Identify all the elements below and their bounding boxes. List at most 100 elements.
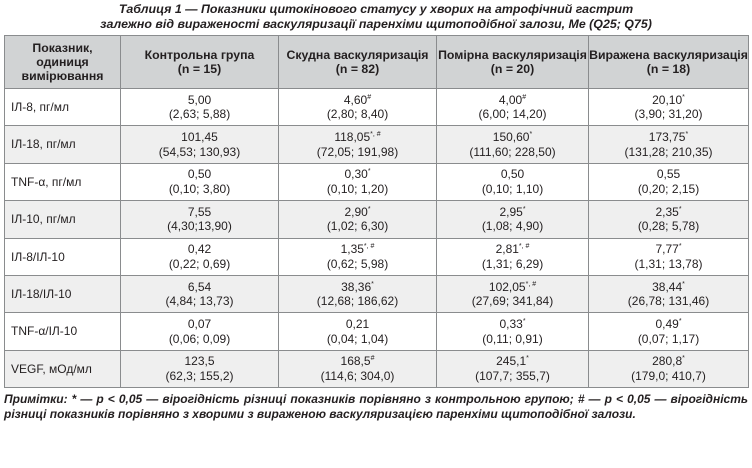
quartile-range: (0,11; 0,91): [482, 331, 543, 346]
value-cell: 0,50 (0,10; 1,10): [436, 162, 589, 202]
median-line: 245,1*: [437, 354, 588, 369]
value-cell: 4,60# (2,80; 8,40): [278, 87, 437, 127]
table-row: ІЛ-8/ІЛ-10 0,42 (0,22; 0,69) 1,35*, # (0,62;…: [4, 237, 749, 276]
table-row: VEGF, мОд/мл 123,5 (62,3; 155,2) 168,5# (114…: [4, 349, 749, 389]
quartile-range: (54,53; 130,93): [158, 144, 241, 159]
quartile-range: (0,07; 1,17): [637, 331, 700, 346]
header-label: Показник, одиниця вимірювання: [21, 41, 104, 83]
median-value: 0,50: [187, 167, 212, 182]
significance-mark: *, #: [525, 280, 537, 288]
median-line: 0,07: [121, 317, 278, 332]
value-cell: 4,00# (6,00; 14,20): [436, 87, 589, 127]
median-value: 0,30: [344, 167, 368, 182]
significance-mark: *: [371, 280, 374, 288]
table-row: ІЛ-8, пг/мл 5,00 (2,63; 5,88) 4,60# (2,80; 8…: [4, 87, 749, 127]
median-line: 0,50: [121, 167, 278, 182]
median-value: 7,55: [187, 204, 212, 219]
header-row: Показник, одиниця вимірювання Контрольна …: [4, 35, 749, 89]
median-line: 173,75*: [589, 130, 748, 145]
cytokine-table: Показник, одиниця вимірювання Контрольна …: [4, 35, 749, 389]
table-row: ІЛ-18/ІЛ-10 6,54 (4,84; 13,73) 38,36* (12,68…: [4, 274, 749, 314]
median-line: 168,5#: [279, 354, 436, 369]
median-line: 150,60*: [437, 130, 588, 145]
significance-mark: *: [682, 355, 685, 363]
median-value: 102,05: [488, 279, 526, 294]
median-value: 168,5: [340, 354, 371, 369]
value-cell: 118,05*, # (72,05; 191,98): [278, 125, 437, 164]
parameter-cell: TNF-α/ІЛ-10: [4, 312, 121, 351]
quartile-range: (2,80; 8,40): [326, 107, 389, 122]
header-cell: Виражена васкуляризація (n = 18): [588, 35, 749, 89]
significance-mark: *: [522, 205, 526, 213]
parameter-cell: ІЛ-8, пг/мл: [4, 87, 121, 127]
quartile-range: (111,60; 228,50): [469, 144, 556, 159]
value-cell: 6,54 (4,84; 13,73): [120, 274, 279, 314]
value-cell: 173,75* (131,28; 210,35): [588, 125, 749, 164]
median-value: 2,35: [655, 204, 679, 219]
median-value: 38,36: [341, 279, 372, 294]
quartile-range: (62,3; 155,2): [165, 368, 234, 383]
median-value: 0,21: [345, 317, 370, 332]
quartile-range: (0,10; 3,80): [168, 181, 231, 196]
significance-mark: *: [685, 131, 689, 139]
quartile-range: (26,78; 131,46): [627, 294, 710, 309]
significance-mark: *: [678, 243, 682, 251]
value-cell: 7,77* (1,31; 13,78): [588, 237, 749, 276]
median-line: 2,95*: [437, 205, 588, 220]
significance-mark: #: [370, 355, 375, 363]
median-line: 0,42: [121, 242, 278, 257]
median-line: 1,35*, #: [279, 242, 436, 257]
quartile-range: (131,28; 210,35): [624, 144, 713, 159]
value-cell: 0,33* (0,11; 0,91): [436, 312, 589, 351]
table-row: ІЛ-18, пг/мл 101,45 (54,53; 130,93) 118,05*…: [4, 125, 749, 164]
quartile-range: (0,10; 1,20): [326, 181, 389, 196]
quartile-range: (0,62; 5,98): [326, 256, 389, 271]
value-cell: 245,1* (107,7; 355,7): [436, 349, 589, 389]
median-value: 2,90: [344, 204, 368, 219]
median-line: 118,05*, #: [279, 130, 436, 145]
median-line: 20,10*: [589, 93, 748, 108]
median-value: 4,60: [343, 92, 368, 107]
header-label: Скудна васкуляризація: [286, 48, 429, 62]
median-value: 20,10: [652, 92, 683, 107]
parameter-cell: ІЛ-18/ІЛ-10: [4, 274, 121, 314]
quartile-range: (1,31; 6,29): [481, 256, 544, 271]
median-line: 2,90*: [279, 205, 436, 220]
median-value: 1,35: [340, 242, 364, 257]
quartile-range: (0,20; 2,15): [637, 181, 700, 196]
value-cell: 102,05*, # (27,69; 341,84): [436, 274, 589, 314]
median-line: 0,55: [589, 167, 748, 182]
median-line: 0,49*: [589, 317, 748, 332]
value-cell: 0,21 (0,04; 1,04): [278, 312, 437, 351]
quartile-range: (107,7; 355,7): [475, 368, 550, 383]
quartile-range: (0,10; 1,10): [481, 181, 544, 196]
parameter-cell: TNF-α, пг/мл: [4, 162, 121, 202]
header-cell: Скудна васкуляризація (n = 82): [278, 35, 437, 89]
value-cell: 5,00 (2,63; 5,88): [120, 87, 279, 127]
quartile-range: (6,00; 14,20): [478, 107, 547, 122]
value-cell: 0,50 (0,10; 3,80): [120, 162, 279, 202]
median-value: 6,54: [187, 279, 212, 294]
value-cell: 0,49* (0,07; 1,17): [588, 312, 749, 351]
significance-mark: *, #: [518, 243, 530, 251]
header-label: Контрольна група: [144, 48, 255, 62]
parameter-cell: ІЛ-10, пг/мл: [4, 200, 121, 239]
median-value: 123,5: [184, 354, 215, 369]
quartile-range: (114,6; 304,0): [320, 368, 395, 383]
median-value: 38,44: [652, 279, 683, 294]
median-value: 7,77: [655, 242, 679, 257]
significance-mark: *: [367, 205, 371, 213]
significance-mark: *: [682, 93, 685, 101]
median-line: 4,60#: [279, 93, 436, 108]
significance-mark: *: [682, 280, 685, 288]
median-line: 0,30*: [279, 167, 436, 182]
table-row: TNF-α/ІЛ-10 0,07 (0,06; 0,09) 0,21 (0,04; 1,…: [4, 312, 749, 351]
value-cell: 280,8* (179,0; 410,7): [588, 349, 749, 389]
value-cell: 123,5 (62,3; 155,2): [120, 349, 279, 389]
median-line: 0,33*: [437, 317, 588, 332]
median-line: 2,35*: [589, 205, 748, 220]
quartile-range: (0,22; 0,69): [168, 256, 231, 271]
median-value: 0,50: [500, 167, 525, 182]
median-value: 150,60: [492, 130, 530, 145]
parameter-cell: VEGF, мОд/мл: [4, 349, 121, 389]
